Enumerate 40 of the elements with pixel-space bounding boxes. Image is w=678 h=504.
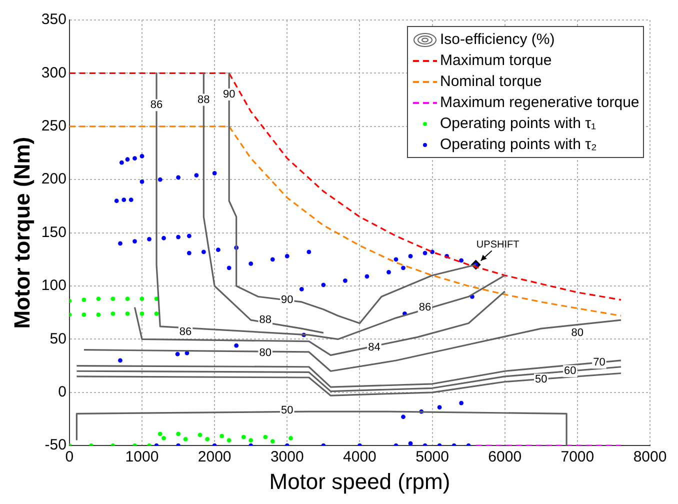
annotation: 88 [259, 314, 272, 326]
annotation: UPSHIFT [476, 239, 520, 250]
y-tick-label: 100 [41, 277, 66, 294]
annotation: 80 [571, 326, 584, 339]
y-tick-label: 250 [41, 118, 66, 135]
annotation: 70 [593, 356, 606, 369]
x-tick-label: 1000 [125, 448, 159, 466]
legend-label: Operating points with τ₁ [440, 114, 596, 134]
y-tick-label: 300 [41, 64, 66, 82]
legend-label: Nominal torque [440, 72, 542, 92]
y-tick-label: -50 [44, 436, 66, 454]
annotation: 84 [368, 342, 380, 354]
y-tick-label: 150 [41, 224, 66, 241]
y-tick-label: 350 [41, 11, 66, 28]
annotation: 90 [222, 88, 236, 101]
x-tick-label: 7000 [560, 448, 594, 466]
x-axis-title: Motor speed (rpm) [269, 468, 450, 494]
annotation: 50 [535, 374, 548, 386]
x-tick-label: 4000 [343, 448, 376, 466]
annotation: 90 [281, 294, 294, 306]
y-axis-title: Motor torque (Nm) [9, 136, 34, 329]
annotation: 80 [259, 347, 272, 360]
legend-label: Operating points with τ₂ [440, 135, 597, 155]
annotation: 50 [281, 404, 294, 417]
y-tick-label: 0 [58, 384, 66, 401]
legend-label: Iso-efficiency (%) [440, 30, 555, 50]
annotation: 86 [150, 99, 163, 112]
y-tick-label: 50 [50, 330, 66, 348]
annotation: 88 [198, 94, 210, 106]
x-tick-label: 5000 [416, 448, 449, 466]
x-tick-label: 8000 [633, 448, 667, 466]
legend-label: Maximum torque [440, 51, 552, 71]
annotation: 86 [418, 301, 432, 314]
y-tick-label: 200 [41, 170, 66, 188]
x-tick-label: 2000 [198, 448, 232, 466]
annotation: 60 [564, 365, 576, 378]
annotation: 86 [179, 326, 192, 338]
x-tick-label: 3000 [270, 448, 304, 466]
legend-label: Maximum regenerative torque [440, 93, 640, 113]
x-tick-label: 6000 [488, 448, 522, 466]
